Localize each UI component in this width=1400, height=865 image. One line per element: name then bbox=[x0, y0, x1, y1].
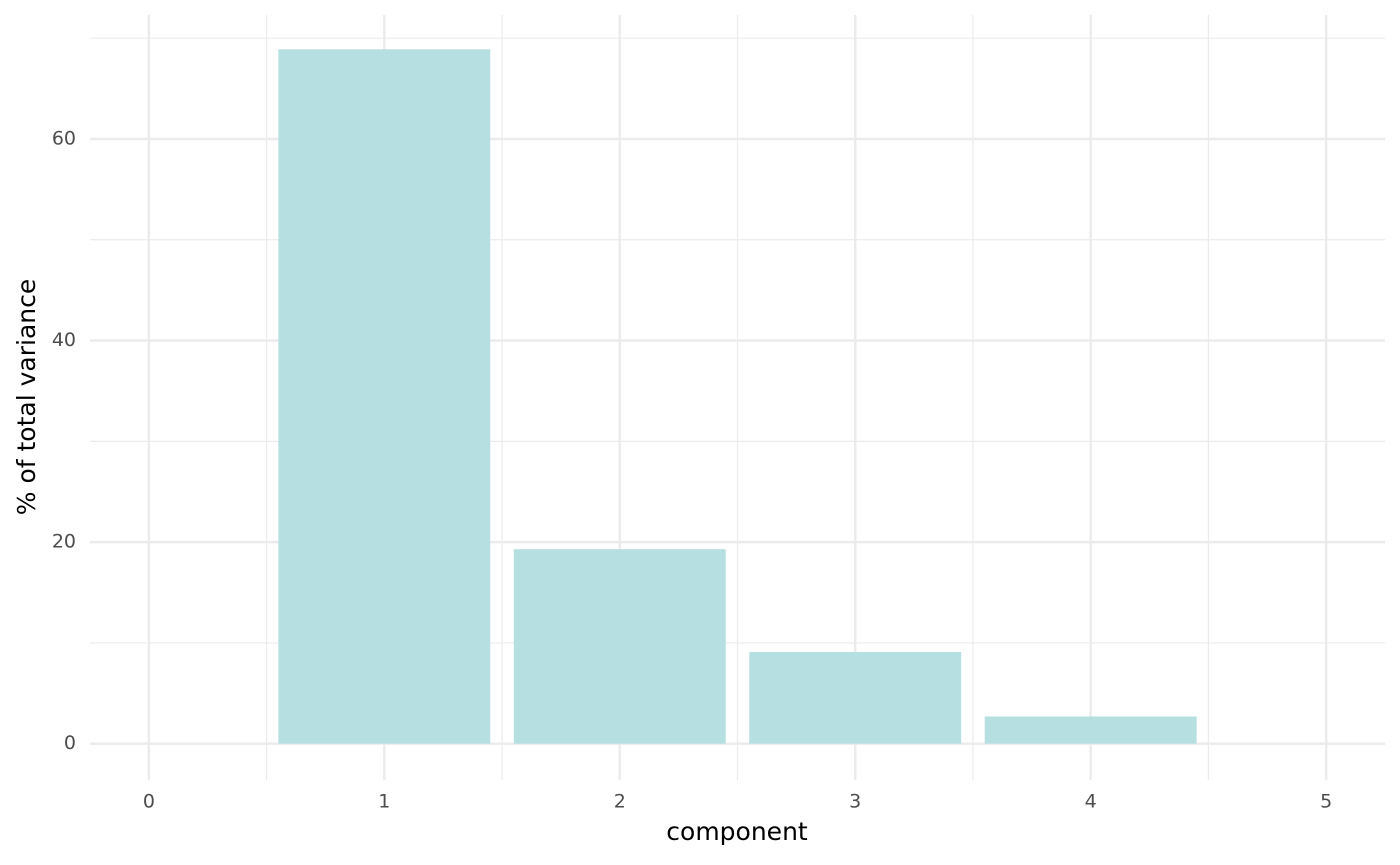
x-tick-label: 1 bbox=[378, 791, 390, 813]
x-tick-label: 3 bbox=[849, 791, 861, 813]
y-tick-label: 60 bbox=[52, 127, 76, 149]
bar bbox=[984, 716, 1197, 744]
x-tick-label: 0 bbox=[143, 791, 155, 813]
y-axis-title: % of total variance bbox=[12, 279, 41, 516]
y-tick-label: 40 bbox=[52, 329, 76, 351]
x-tick-label: 4 bbox=[1085, 791, 1097, 813]
bar bbox=[278, 49, 491, 744]
x-tick-label: 2 bbox=[614, 791, 626, 813]
y-tick-label: 20 bbox=[52, 531, 76, 553]
y-tick-label: 0 bbox=[64, 732, 76, 754]
bar bbox=[749, 651, 962, 744]
bar bbox=[513, 549, 726, 744]
x-axis-title: component bbox=[666, 817, 808, 846]
x-tick-label: 5 bbox=[1320, 791, 1332, 813]
